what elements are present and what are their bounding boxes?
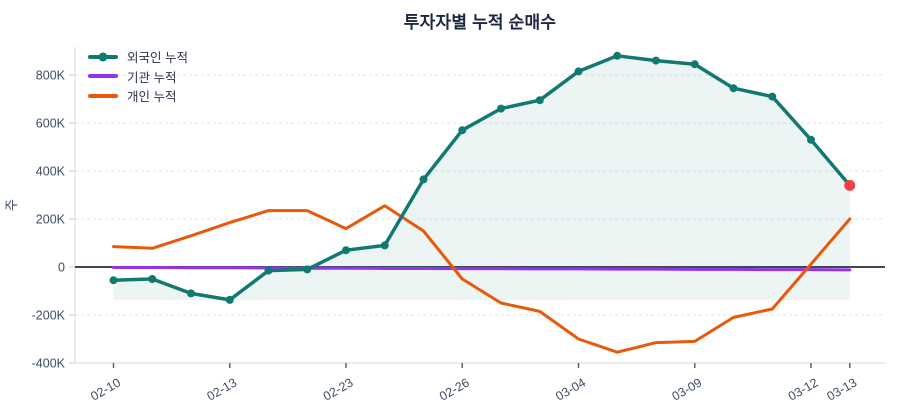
foreigner-data-point <box>264 266 273 275</box>
legend-item-institution-cumulative[interactable]: 기관 누적 <box>88 67 188 87</box>
y-tick-label: 0 <box>58 261 65 275</box>
legend-item-label: 개인 누적 <box>127 90 177 105</box>
y-tick-label: 400K <box>36 165 66 179</box>
y-tick-label: 800K <box>36 69 66 83</box>
x-tick-label: 03-13 <box>825 375 860 403</box>
foreigner-data-point <box>652 56 660 65</box>
x-tick-label: 03-12 <box>786 375 821 403</box>
x-tick-label: 03-09 <box>670 375 705 403</box>
foreigner-data-point <box>187 289 195 298</box>
legend-item-individual-cumulative[interactable]: 개인 누적 <box>88 86 188 106</box>
legend: 외국인 누적 기관 누적 개인 누적 <box>88 47 188 106</box>
foreigner-data-point <box>768 92 777 101</box>
foreigner-data-point <box>729 84 738 93</box>
series-line-individual <box>112 204 852 354</box>
y-tick-label: -200K <box>32 309 66 323</box>
legend-line-swatch <box>88 52 118 62</box>
legend-line-swatch <box>88 74 118 79</box>
foreigner-data-point <box>342 246 350 255</box>
x-tick-label: 02-26 <box>437 375 472 403</box>
x-tick-label: 02-13 <box>205 375 240 403</box>
x-tick-label: 02-23 <box>321 375 356 403</box>
foreigner-data-point <box>497 104 505 113</box>
foreigner-data-point <box>148 275 157 283</box>
y-tick-label: 200K <box>36 213 66 227</box>
foreigner-data-point <box>458 126 467 135</box>
y-tick-label: 600K <box>36 117 66 131</box>
foreigner-data-point <box>807 135 815 144</box>
foreigner-data-point <box>419 175 428 184</box>
foreigner-data-point <box>613 51 622 60</box>
legend-marker-dot <box>98 52 108 62</box>
foreigner-data-point <box>574 67 583 76</box>
foreigner-data-point <box>225 295 234 304</box>
foreigner-area-fill <box>113 55 850 300</box>
chart-title: 투자자별 누적 순매수 <box>403 13 557 32</box>
foreigner-data-point <box>109 276 118 285</box>
series-line-foreigner <box>111 54 852 302</box>
legend-item-label: 기관 누적 <box>127 70 177 85</box>
legend-line-swatch <box>88 93 118 98</box>
series-line-institution <box>112 265 852 272</box>
foreigner-data-point <box>380 241 389 250</box>
foreigner-data-point <box>535 96 544 105</box>
legend-item-label: 외국인 누적 <box>127 51 188 66</box>
y-axis-title: 주 <box>4 199 19 211</box>
legend-item-foreigner-cumulative[interactable]: 외국인 누적 <box>88 47 188 67</box>
x-tick-label: 03-04 <box>553 375 588 403</box>
latest-point-highlight <box>844 179 856 191</box>
y-tick-label: -400K <box>32 357 66 371</box>
foreigner-data-point <box>690 60 699 69</box>
foreigner-data-point <box>303 265 312 274</box>
x-tick-label: 02-10 <box>88 375 123 403</box>
